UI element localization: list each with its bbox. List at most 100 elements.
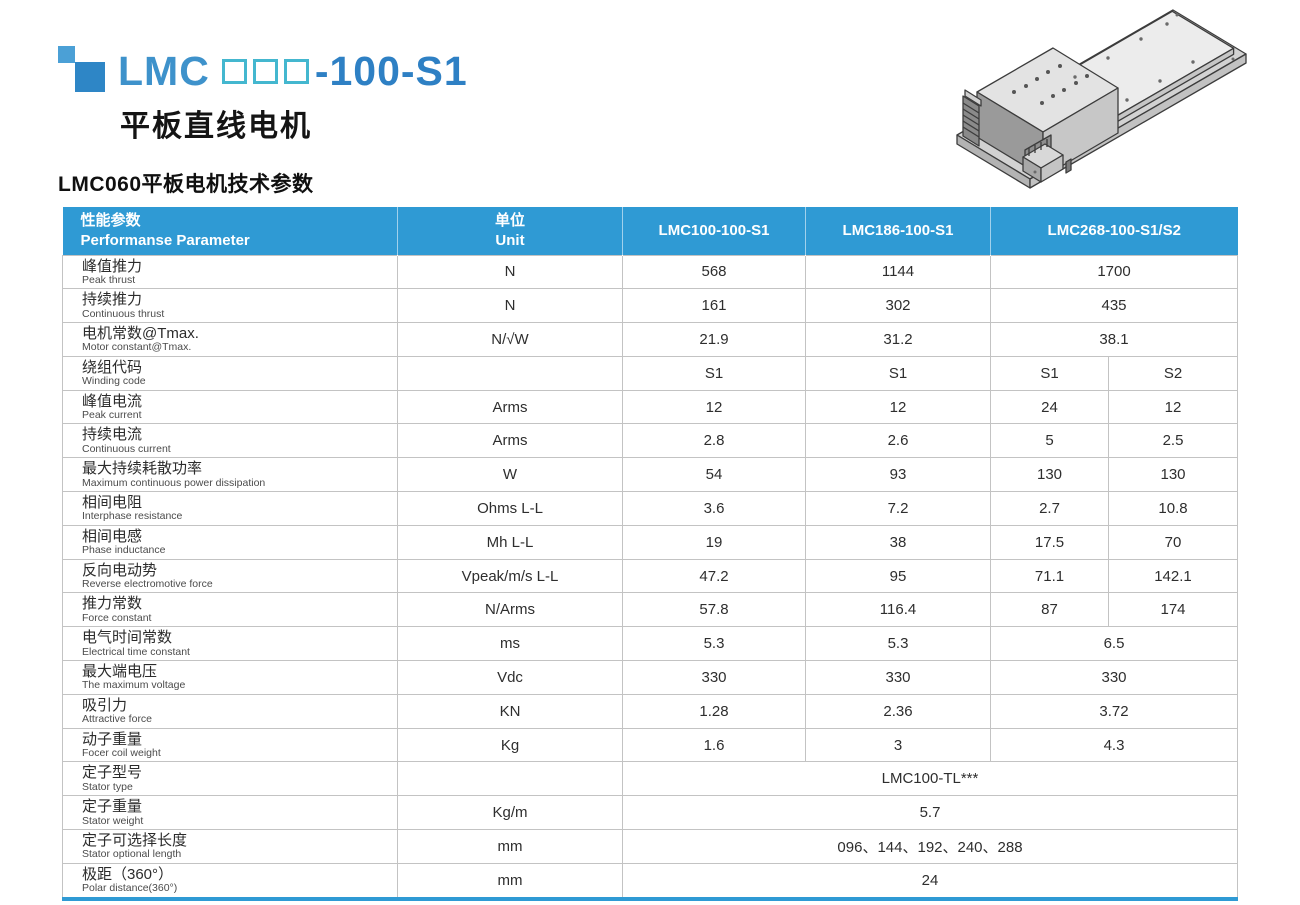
value-cell: 4.3: [990, 727, 1238, 763]
value-cell: 142.1: [1108, 558, 1238, 594]
unit-cell: Arms: [397, 423, 623, 459]
unit-cell: W: [397, 457, 623, 493]
unit-cell: Vdc: [397, 660, 623, 695]
value-cell: 71.1: [990, 558, 1109, 594]
parameter-cell: 定子重量 Stator weight: [62, 795, 398, 831]
value-cell: 1.28: [622, 693, 806, 729]
value-cell: 12: [805, 389, 991, 425]
value-cell: 5: [990, 423, 1109, 459]
value-cell: 10.8: [1108, 491, 1238, 526]
value-cell: 302: [805, 288, 991, 324]
unit-cell: N/Arms: [397, 592, 623, 628]
parameter-label-en: Reverse electromotive force: [82, 577, 213, 590]
value-cell: LMC100-TL***: [622, 761, 1238, 797]
parameter-label-zh: 相间电阻: [82, 494, 143, 512]
value-cell: 3: [805, 727, 991, 763]
parameter-label-zh: 定子型号: [82, 764, 143, 782]
page-subtitle: 平板直线电机: [120, 110, 312, 143]
section-title: LMC060平板电机技术参数: [58, 173, 314, 196]
value-cell: S2: [1108, 355, 1238, 391]
parameter-label-zh: 动子重量: [82, 730, 143, 748]
parameter-label-zh: 绕组代码: [82, 358, 143, 376]
page-title-prefix: LMC: [118, 48, 210, 94]
value-cell: 38: [805, 524, 991, 560]
parameter-cell: 持续推力 Continuous thrust: [62, 288, 398, 324]
value-cell: 19: [622, 524, 806, 560]
header-unit-zh: 单位: [494, 212, 525, 230]
value-cell: 24: [622, 862, 1238, 900]
value-cell: 57.8: [622, 592, 806, 628]
parameter-cell: 持续电流 Continuous current: [62, 423, 398, 459]
parameter-cell: 峰值电流 Peak current: [62, 389, 398, 425]
table-row: 电机常数@Tmax. Motor constant@Tmax. N/√W 21.9 31…: [62, 322, 1238, 357]
value-cell: 31.2: [805, 322, 991, 357]
parameter-label-en: Stator type: [82, 780, 133, 793]
unit-cell: N: [397, 254, 623, 290]
value-cell: 568: [622, 254, 806, 290]
value-cell: 330: [805, 660, 991, 695]
parameter-label-zh: 推力常数: [82, 595, 143, 613]
value-cell: 1144: [805, 254, 991, 290]
model-placeholder-box: [283, 59, 309, 84]
value-cell: 161: [622, 288, 806, 324]
value-cell: 12: [622, 389, 806, 425]
value-cell: 93: [805, 457, 991, 493]
value-cell: 70: [1108, 524, 1238, 560]
parameter-cell: 电气时间常数 Electrical time constant: [62, 626, 398, 662]
parameter-label-zh: 最大持续耗散功率: [82, 460, 203, 478]
parameter-label-en: Maximum continuous power dissipation: [82, 476, 266, 489]
parameter-label-en: The maximum voltage: [82, 679, 186, 692]
parameter-label-zh: 定子可选择长度: [82, 832, 188, 850]
header-parameter-zh: 性能参数: [80, 212, 141, 230]
value-cell: 3.6: [622, 491, 806, 526]
parameter-cell: 绕组代码 Winding code: [62, 355, 398, 391]
table-row: 绕组代码 Winding code S1 S1 S1 S2: [62, 355, 1238, 391]
header-model-lmc186: LMC186-100-S1: [805, 207, 991, 255]
value-cell: 096、144、192、240、288: [622, 829, 1238, 864]
parameter-label-zh: 电气时间常数: [82, 629, 173, 647]
parameter-cell: 电机常数@Tmax. Motor constant@Tmax.: [62, 322, 398, 357]
parameter-label-zh: 峰值电流: [82, 392, 143, 410]
product-isometric-image: [956, 9, 1247, 189]
value-cell: 2.5: [1108, 423, 1238, 459]
table-row: 推力常数 Force constant N/Arms 57.8 116.4 87 174: [62, 592, 1238, 628]
parameter-label-en: Stator weight: [82, 814, 144, 827]
value-cell: 87: [990, 592, 1109, 628]
value-cell: S1: [805, 355, 991, 391]
value-cell: 5.7: [622, 795, 1238, 831]
unit-cell: Arms: [397, 389, 623, 425]
table-row: 相间电阻 Interphase resistance Ohms L-L 3.6 7.2 2…: [62, 491, 1238, 526]
parameter-label-zh: 定子重量: [82, 798, 143, 816]
parameter-cell: 推力常数 Force constant: [62, 592, 398, 628]
table-row: 峰值推力 Peak thrust N 568 1144 1700: [62, 254, 1238, 290]
parameter-label-zh: 持续电流: [82, 426, 143, 444]
value-cell: 116.4: [805, 592, 991, 628]
logo-square-big: [75, 62, 105, 92]
value-cell: 54: [622, 457, 806, 493]
value-cell: 1.6: [622, 727, 806, 763]
parameter-cell: 定子型号 Stator type: [62, 761, 398, 797]
value-cell: 435: [990, 288, 1238, 324]
unit-cell: Vpeak/m/s L-L: [397, 558, 623, 594]
unit-cell: [397, 355, 623, 391]
model-placeholder-boxes: [210, 48, 315, 94]
model-placeholder-box: [221, 59, 247, 84]
value-cell: 24: [990, 389, 1109, 425]
value-cell: S1: [622, 355, 806, 391]
parameter-label-en: Motor constant@Tmax.: [82, 341, 192, 354]
parameter-label-en: Force constant: [82, 611, 152, 624]
header-unit-en: Unit: [495, 231, 525, 249]
parameter-label-en: Continuous current: [82, 442, 171, 455]
table-row: 电气时间常数 Electrical time constant ms 5.3 5.3 6.…: [62, 626, 1238, 662]
unit-cell: Ohms L-L: [397, 491, 623, 526]
value-cell: 3.72: [990, 693, 1238, 729]
model-placeholder-box: [252, 59, 278, 84]
parameter-cell: 极距（360°） Polar distance(360°): [62, 862, 398, 900]
table-row: 最大端电压 The maximum voltage Vdc 330 330 330: [62, 660, 1238, 695]
parameter-cell: 吸引力 Attractive force: [62, 693, 398, 729]
table-row: 极距（360°） Polar distance(360°) mm 24: [62, 862, 1238, 900]
value-cell: 130: [990, 457, 1109, 493]
value-cell: 1700: [990, 254, 1238, 290]
table-row: 最大持续耗散功率 Maximum continuous power dissipa…: [62, 457, 1238, 493]
header-unit: 单位 Unit: [397, 207, 623, 255]
